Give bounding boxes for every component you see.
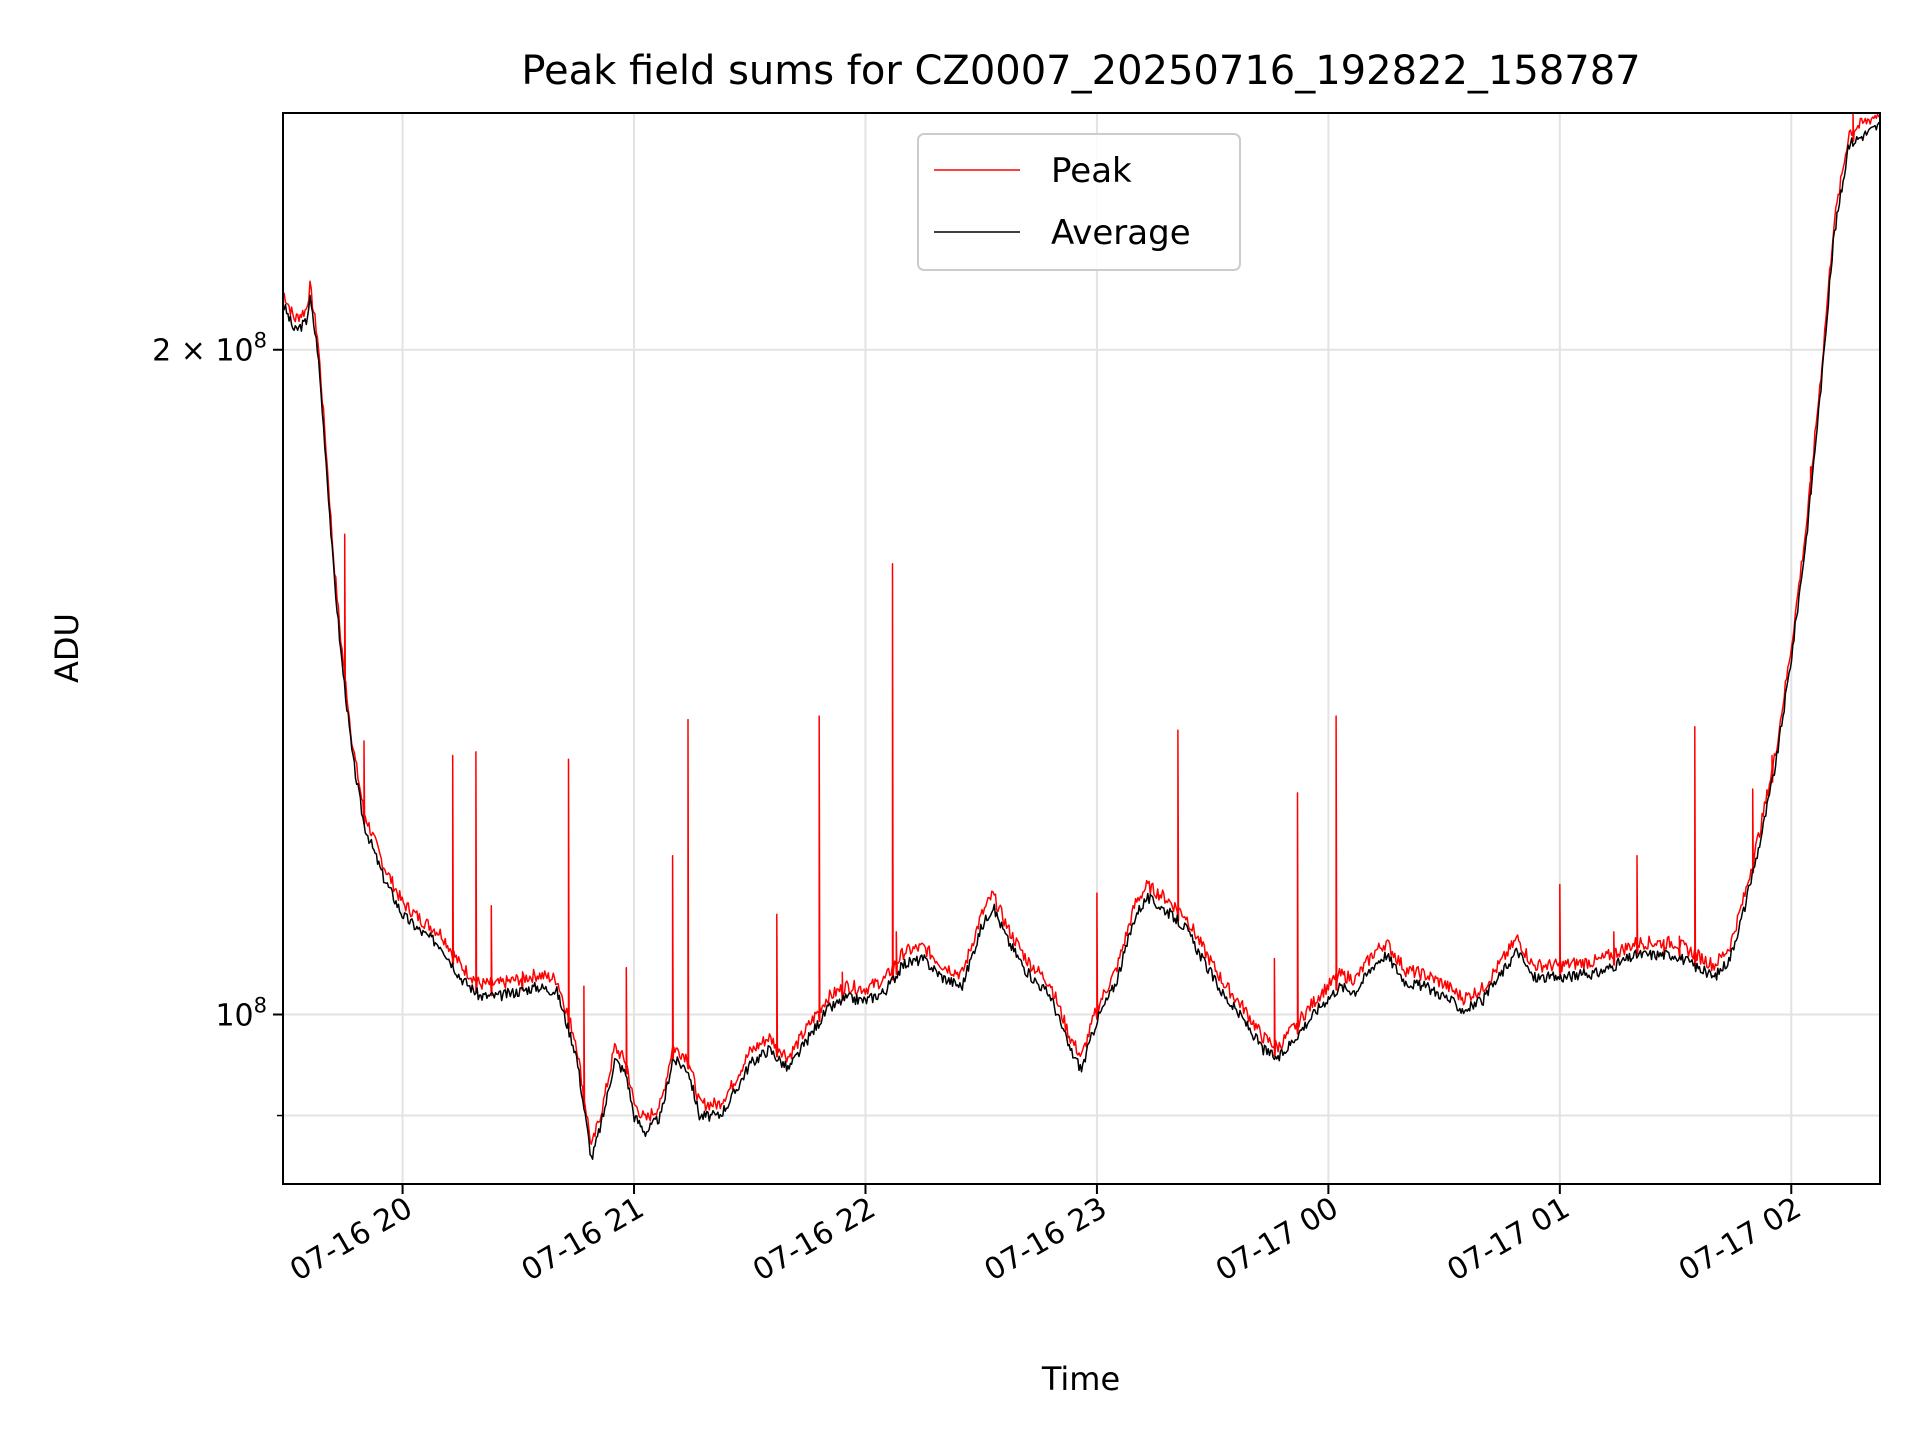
y-tick-label: 2 × 108: [152, 329, 267, 369]
peak-series-line: [283, 113, 1880, 1145]
grid-lines: [283, 113, 1880, 1184]
average-series-line: [283, 121, 1880, 1160]
legend: Peak Average: [917, 133, 1241, 271]
y-axis: 108 2 × 108: [152, 329, 283, 1117]
y-axis-title: ADU: [48, 613, 86, 683]
plot-area: [283, 113, 1880, 1160]
series-lines: [283, 113, 1880, 1160]
x-axis-title: Time: [1041, 1360, 1120, 1398]
legend-box: [917, 133, 1241, 271]
chart-title: Peak field sums for CZ0007_20250716_1928…: [521, 48, 1640, 94]
y-tick-label: 108: [215, 994, 267, 1034]
plot-frame: [282, 112, 1881, 1185]
legend-label-peak: Peak: [1051, 151, 1132, 191]
legend-label-average: Average: [1051, 213, 1191, 253]
